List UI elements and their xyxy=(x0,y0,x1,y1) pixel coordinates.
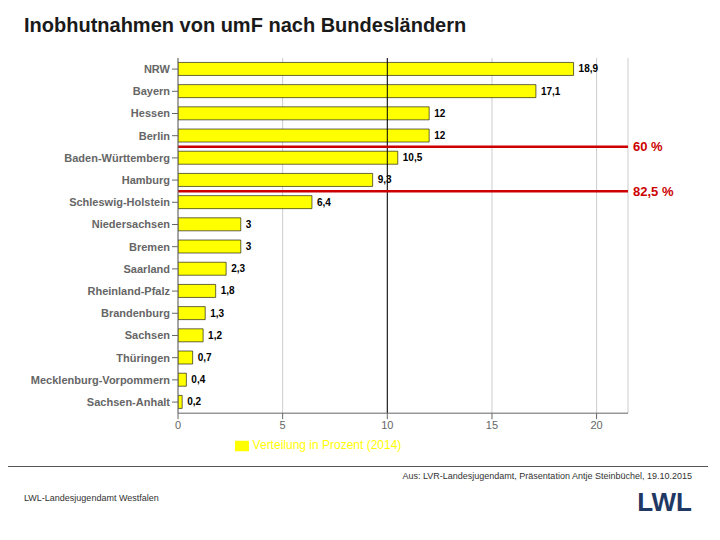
html-text:Inobhutnahmen von umF nach Bun: Inobhutnahmen von umF nach Bundesländern xyxy=(24,14,467,36)
svg-text:Sachsen: Sachsen xyxy=(125,329,171,341)
svg-text:Brandenburg: Brandenburg xyxy=(101,307,170,319)
svg-text:Mecklenburg-Vorpommern: Mecklenburg-Vorpommern xyxy=(31,374,170,386)
html-text:Verteilung in Prozent (2014): Verteilung in Prozent (2014) xyxy=(252,438,402,453)
svg-text:17,1: 17,1 xyxy=(541,86,561,97)
svg-text:18,9: 18,9 xyxy=(579,63,599,74)
svg-text:9,3: 9,3 xyxy=(378,174,392,185)
svg-text:1,3: 1,3 xyxy=(210,308,224,319)
svg-text:NRW: NRW xyxy=(144,63,171,75)
svg-text:Saarland: Saarland xyxy=(124,263,170,275)
svg-text:Hamburg: Hamburg xyxy=(122,174,170,186)
svg-text:82,5 %: 82,5 % xyxy=(633,184,674,199)
svg-text:Bremen: Bremen xyxy=(129,241,170,253)
svg-text:15: 15 xyxy=(486,419,498,431)
svg-text:Thüringen: Thüringen xyxy=(116,352,170,364)
svg-text:5: 5 xyxy=(280,419,286,431)
svg-text:0,2: 0,2 xyxy=(187,396,201,407)
svg-text:0: 0 xyxy=(175,419,181,431)
svg-text:0,4: 0,4 xyxy=(191,374,205,385)
svg-text:60 %: 60 % xyxy=(633,139,663,154)
svg-text:6,4: 6,4 xyxy=(317,197,331,208)
svg-text:Rheinland-Pfalz: Rheinland-Pfalz xyxy=(87,285,170,297)
svg-text:3: 3 xyxy=(246,219,252,230)
svg-text:Schleswig-Holstein: Schleswig-Holstein xyxy=(69,196,170,208)
svg-text:Hessen: Hessen xyxy=(131,107,170,119)
svg-text:Niedersachsen: Niedersachsen xyxy=(92,218,171,230)
html-text:LWL: LWL xyxy=(637,487,692,517)
svg-text:3: 3 xyxy=(246,241,252,252)
svg-text:Berlin: Berlin xyxy=(139,130,170,142)
svg-text:2,3: 2,3 xyxy=(231,263,245,274)
svg-text:0,7: 0,7 xyxy=(198,352,212,363)
svg-text:1,8: 1,8 xyxy=(221,285,235,296)
svg-text:10,5: 10,5 xyxy=(403,152,423,163)
svg-text:Baden-Württemberg: Baden-Württemberg xyxy=(64,152,170,164)
svg-text:Bayern: Bayern xyxy=(133,85,171,97)
svg-text:12: 12 xyxy=(434,108,446,119)
svg-text:Sachsen-Anhalt: Sachsen-Anhalt xyxy=(87,396,170,408)
html-text:LWL-Landesjugendamt Westfalen: LWL-Landesjugendamt Westfalen xyxy=(24,493,159,503)
svg-text:1,2: 1,2 xyxy=(208,330,222,341)
html-text:Aus: LVR-Landesjugendamt, Präs: Aus: LVR-Landesjugendamt, Präsentation A… xyxy=(402,471,692,481)
svg-text:12: 12 xyxy=(434,130,446,141)
svg-text:10: 10 xyxy=(381,419,393,431)
svg-text:20: 20 xyxy=(590,419,602,431)
